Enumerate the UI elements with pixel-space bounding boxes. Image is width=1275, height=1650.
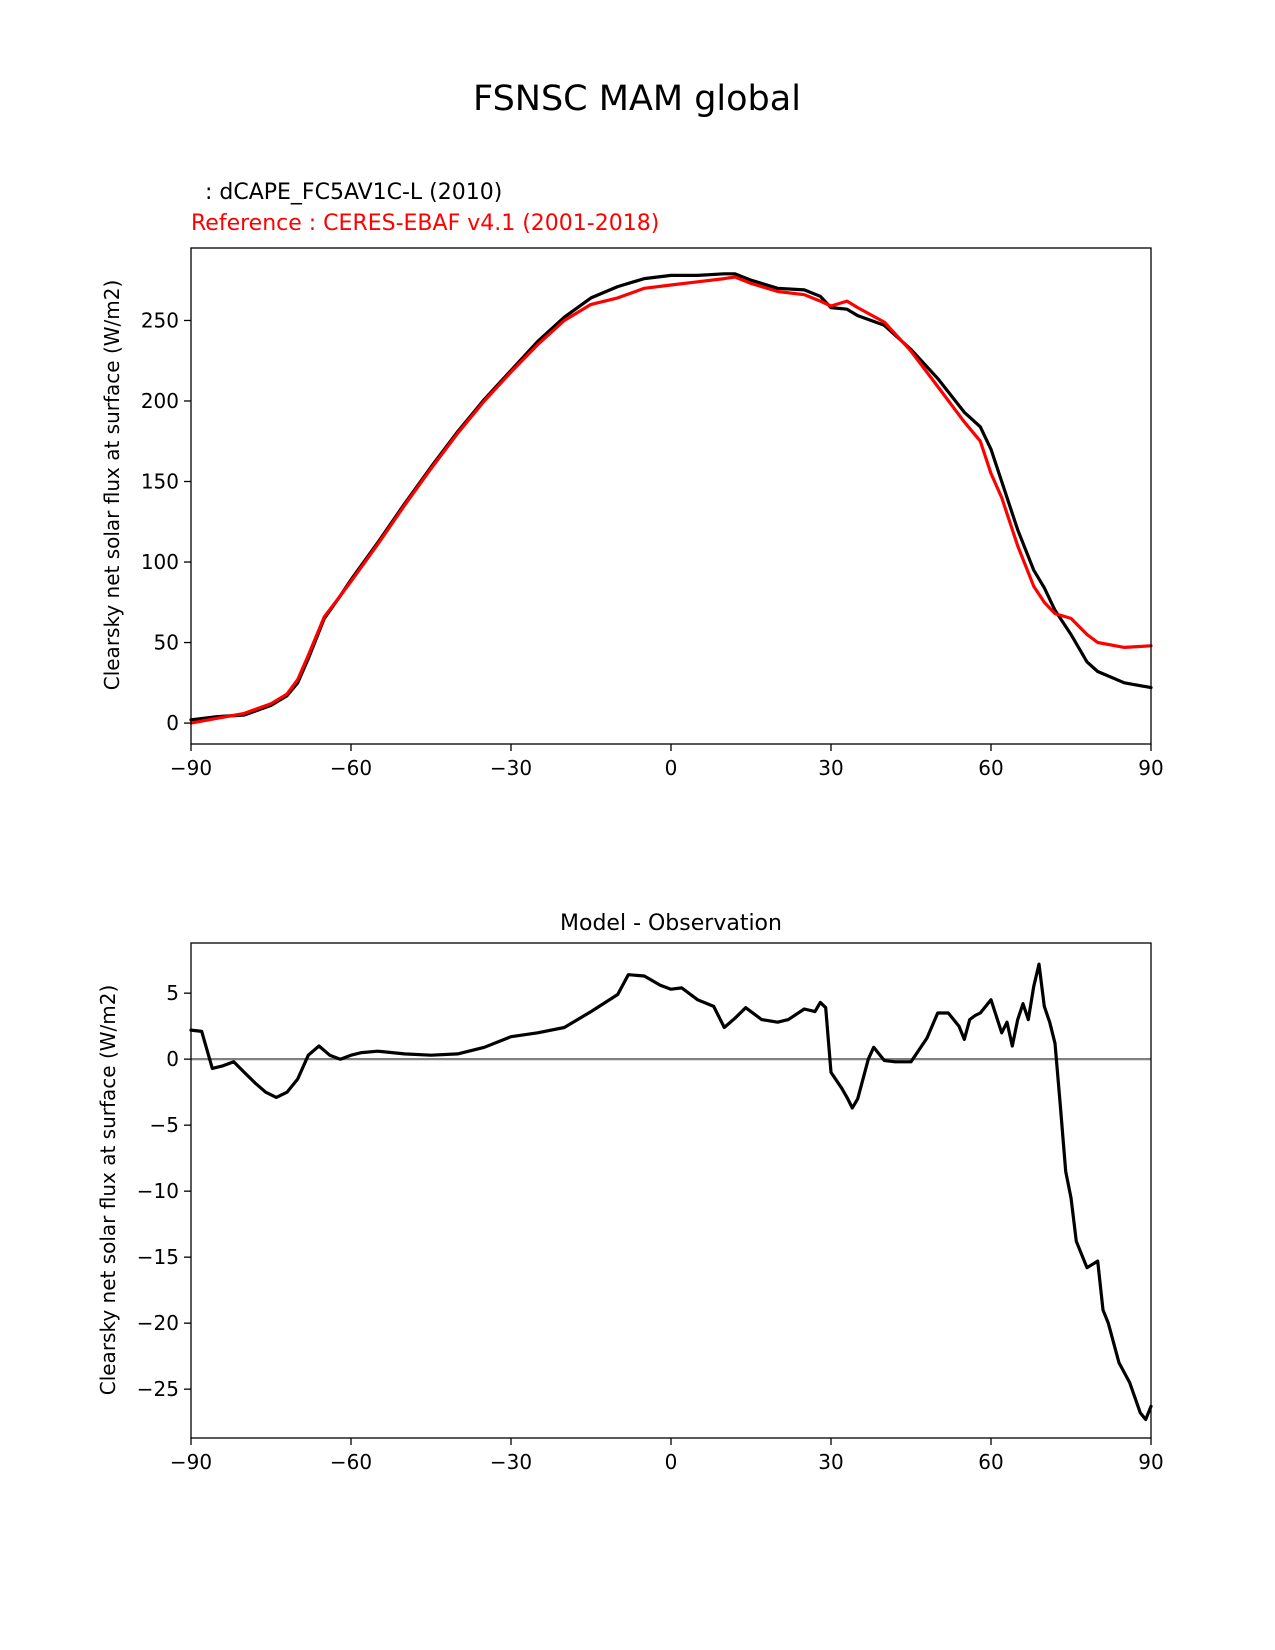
series-line-reference: [189, 275, 1153, 725]
test-dataset-label: : dCAPE_FC5AV1C-L (2010): [191, 180, 502, 205]
series-line-difference: [189, 962, 1153, 1422]
y-tick-label: −25: [137, 1377, 179, 1401]
reference-dataset-label: Reference : CERES-EBAF v4.1 (2001-2018): [191, 211, 659, 236]
x-tick-label: 90: [1138, 756, 1163, 780]
x-tick-label: 60: [978, 1450, 1003, 1474]
bottom-y-axis-label: Clearsky net solar flux at surface (W/m2…: [96, 985, 120, 1396]
difference-plot-title: Model - Observation: [560, 911, 782, 936]
x-tick-label: −30: [490, 756, 532, 780]
top-panel: : dCAPE_FC5AV1C-L (2010) Reference : CER…: [100, 180, 1164, 780]
y-tick-label: −10: [137, 1179, 179, 1203]
bottom-series-lines: [189, 962, 1153, 1422]
series-line-test: [189, 272, 1153, 722]
x-tick-label: −60: [330, 1450, 372, 1474]
top-y-axis-label: Clearsky net solar flux at surface (W/m2…: [100, 280, 124, 691]
y-tick-label: −5: [150, 1113, 179, 1137]
figure-title: FSNSC MAM global: [473, 79, 801, 119]
x-tick-label: −90: [170, 756, 212, 780]
y-tick-label: 150: [141, 470, 179, 494]
y-tick-label: 0: [166, 711, 179, 735]
top-plot-frame: [190, 247, 1152, 745]
x-tick-label: −30: [490, 1450, 532, 1474]
x-tick-label: 60: [978, 756, 1003, 780]
x-tick-label: 30: [818, 1450, 843, 1474]
top-series-lines: [189, 272, 1153, 725]
x-tick-label: 30: [818, 756, 843, 780]
y-tick-label: 200: [141, 389, 179, 413]
x-tick-label: 0: [665, 756, 678, 780]
bottom-panel: Model - Observation Clearsky net solar f…: [96, 911, 1164, 1474]
x-tick-label: −60: [330, 756, 372, 780]
y-tick-label: −15: [137, 1245, 179, 1269]
y-tick-label: 100: [141, 550, 179, 574]
x-tick-label: 90: [1138, 1450, 1163, 1474]
x-tick-label: 0: [665, 1450, 678, 1474]
y-tick-label: 50: [154, 631, 179, 655]
bottom-plot-frame: [190, 942, 1152, 1439]
y-tick-label: 250: [141, 308, 179, 332]
x-tick-label: −90: [170, 1450, 212, 1474]
bottom-axis-ticks: −90 −60 −30 0 30 60 90 5 0 −5 −10 −15 −20 −25: [137, 981, 1164, 1474]
y-tick-label: 0: [166, 1047, 179, 1071]
y-tick-label: −20: [137, 1311, 179, 1335]
top-axis-ticks: −90 −60 −30 0 30 60 90 0 50 100 150 200 250: [141, 308, 1164, 780]
y-tick-label: 5: [166, 981, 179, 1005]
